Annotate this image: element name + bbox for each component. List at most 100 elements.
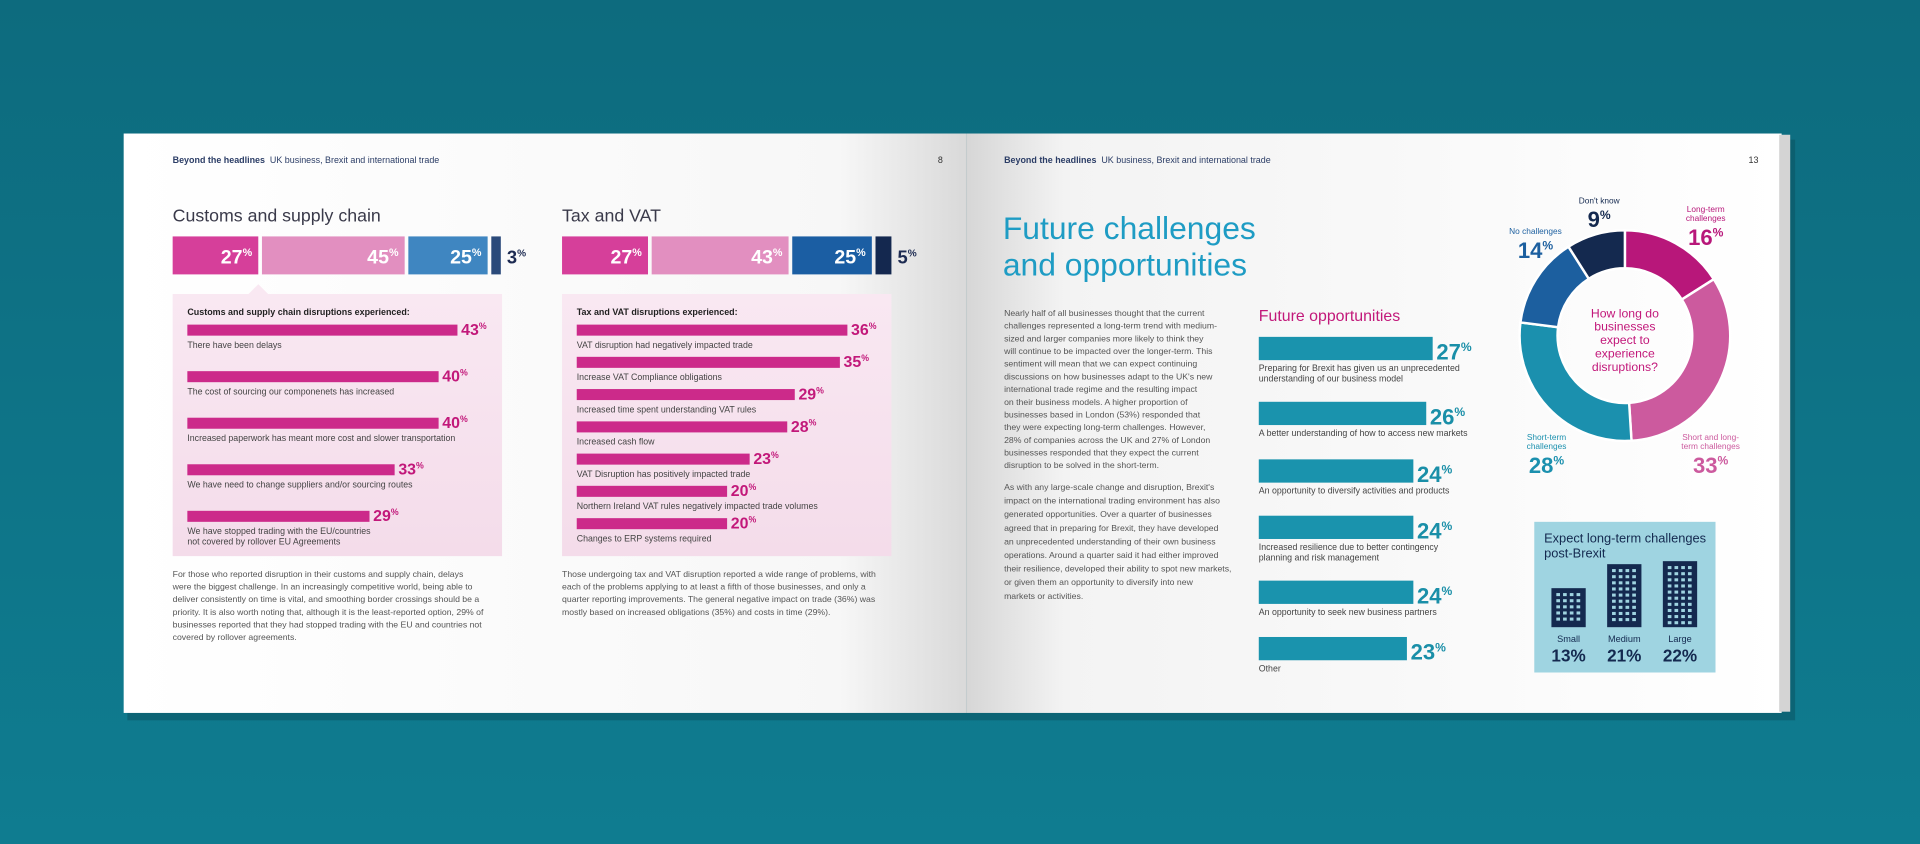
bar-label: Other <box>1259 663 1281 673</box>
window <box>1632 618 1636 622</box>
bar <box>187 324 458 336</box>
value-number: 33 <box>1693 453 1718 478</box>
percent-sign: % <box>748 482 756 492</box>
bar-value: 43% <box>461 321 487 339</box>
window <box>1632 599 1636 603</box>
body-text: As with any large-scale change and disru… <box>1004 482 1215 492</box>
bar <box>1258 515 1414 539</box>
section-title: Tax and VAT <box>562 206 661 226</box>
window <box>1612 575 1616 579</box>
bar <box>1258 336 1433 361</box>
value-number: 28 <box>1529 453 1554 478</box>
window <box>1674 615 1679 619</box>
percent-sign: % <box>1442 519 1453 533</box>
body-text: Those undergoing tax and VAT disruption … <box>562 569 876 579</box>
bar <box>187 371 439 383</box>
window <box>1674 566 1679 570</box>
percent-sign: % <box>1553 453 1564 467</box>
window <box>1681 584 1685 588</box>
bar <box>576 453 750 465</box>
bar <box>187 510 370 522</box>
window <box>1618 569 1623 573</box>
window <box>1563 605 1567 609</box>
page-edge <box>1779 134 1791 712</box>
percent-sign: % <box>460 414 468 424</box>
summary-label: 5% <box>898 246 917 267</box>
percent-sign: % <box>861 353 869 363</box>
percent-sign: % <box>869 321 877 331</box>
summary-segment <box>408 236 488 275</box>
donut-center: businesses <box>1594 320 1655 334</box>
size-label: Small <box>1557 634 1580 644</box>
window <box>1618 593 1623 597</box>
window <box>1681 608 1685 612</box>
bar <box>1258 636 1407 661</box>
summary-segment <box>172 236 259 275</box>
value-number: 27 <box>611 246 633 268</box>
window <box>1618 599 1623 603</box>
summary-label: 27% <box>611 246 643 268</box>
window <box>1569 611 1574 615</box>
body-text: deliver consistently on time is vital, a… <box>173 594 480 604</box>
window <box>1612 593 1616 597</box>
percent-sign: % <box>1600 208 1611 222</box>
bar-label: A better understanding of how to access … <box>1259 428 1468 438</box>
bar-value: 40% <box>442 368 468 386</box>
window <box>1569 593 1574 597</box>
window <box>1618 587 1623 591</box>
window <box>1674 578 1679 582</box>
window <box>1618 575 1623 579</box>
bar <box>576 389 795 401</box>
window <box>1556 593 1560 597</box>
window <box>1618 581 1623 585</box>
window <box>1667 590 1672 594</box>
window <box>1625 581 1630 585</box>
window <box>1625 605 1630 609</box>
bar-label: not covered by rollover EU Agreements <box>187 536 341 546</box>
percent-sign: % <box>391 507 399 517</box>
value-number: 35 <box>844 354 862 371</box>
bar-label: Northern Ireland VAT rules negatively im… <box>577 501 819 511</box>
bar <box>576 421 788 433</box>
window <box>1687 584 1692 588</box>
window <box>1563 599 1567 603</box>
window <box>1612 611 1616 615</box>
body-text: Nearly half of all businesses thought th… <box>1004 308 1205 318</box>
donut-center: experience <box>1595 347 1655 361</box>
window <box>1563 611 1567 615</box>
value-number: 24 <box>1417 583 1442 608</box>
window <box>1612 599 1616 603</box>
percent-sign: % <box>856 247 866 259</box>
window <box>1667 608 1672 612</box>
page-number: 13 <box>1748 155 1758 165</box>
bar <box>576 356 840 368</box>
value-number: 43 <box>751 246 773 268</box>
donut-label: challenges <box>1527 441 1567 451</box>
body-text: businesses reported that they had stoppe… <box>173 619 483 629</box>
body-text: generated opportunities. Over a quarter … <box>1004 509 1212 519</box>
body-text: sentiment will mean that we can expect c… <box>1004 359 1197 369</box>
bar-value: 23% <box>1411 640 1447 665</box>
summary-label: 3% <box>507 246 526 267</box>
body-text: sized and larger companies more likely t… <box>1004 333 1204 343</box>
window <box>1681 602 1685 606</box>
window <box>1632 581 1636 585</box>
bar-label: Increased time spent understanding VAT r… <box>577 404 757 414</box>
panel-title: Tax and VAT disruptions experienced: <box>577 307 738 317</box>
bar <box>187 464 395 476</box>
bar-value: 20% <box>731 515 757 533</box>
window <box>1674 608 1679 612</box>
body-text: were the biggest challenge. In an increa… <box>172 582 473 592</box>
bar-label: Changes to ERP systems required <box>577 533 712 543</box>
body-text: discussions on how businesses adapt to t… <box>1004 371 1213 381</box>
donut-center: disruptions? <box>1592 360 1658 374</box>
bar-label: VAT disruption had negatively impacted t… <box>577 340 753 350</box>
size-value: 21% <box>1607 645 1641 665</box>
body-text: markets or activities. <box>1004 591 1083 601</box>
window <box>1612 581 1616 585</box>
body-text: impact on the international trading envi… <box>1004 496 1220 506</box>
bar-value: 24% <box>1417 518 1453 543</box>
window <box>1625 593 1630 597</box>
summary-segment <box>491 236 501 275</box>
